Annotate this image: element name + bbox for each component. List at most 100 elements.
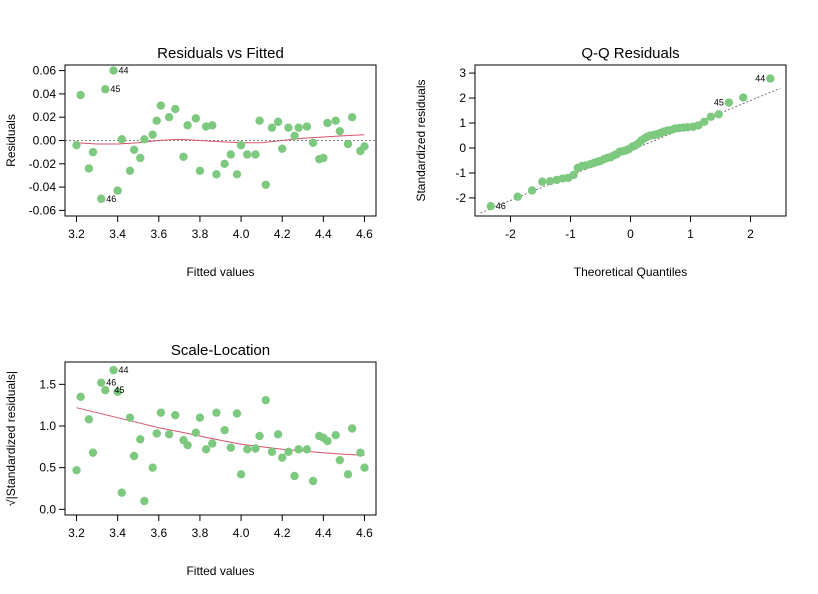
sl-point <box>153 429 161 437</box>
rvf-xtick-label: 3.4 <box>109 227 126 241</box>
sl-point <box>336 456 344 464</box>
sl-xlabel: Fitted values <box>186 564 254 578</box>
sl-point <box>274 430 282 438</box>
sl-point <box>309 477 317 485</box>
sl-point <box>130 452 138 460</box>
sl-point <box>85 415 93 423</box>
sl-point <box>171 411 179 419</box>
rvf-ytick-label: -0.02 <box>29 157 57 171</box>
qq-ylabel: Standardized residuals <box>414 79 428 201</box>
sl-point <box>72 466 80 474</box>
sl-point <box>294 445 302 453</box>
qq-xtick-label: 0 <box>627 227 634 241</box>
rvf-point <box>165 113 173 121</box>
sl-point <box>202 445 210 453</box>
sl-point <box>192 428 200 436</box>
rvf-point <box>344 140 352 148</box>
sl-point <box>126 413 134 421</box>
rvf-point <box>294 123 302 131</box>
rvf-point <box>72 141 80 149</box>
qq-frame <box>475 65 786 216</box>
sl-ytick-label: 1.5 <box>39 377 56 391</box>
rvf-point <box>303 122 311 130</box>
sl-point <box>255 432 263 440</box>
rvf-ytick-label: -0.04 <box>29 180 57 194</box>
qq-xtick-label: 2 <box>747 227 754 241</box>
sl-point <box>89 448 97 456</box>
sl-xtick-label: 3.6 <box>150 526 167 540</box>
rvf-ylabel: Residuals <box>4 114 18 167</box>
sl-point <box>76 393 84 401</box>
sl-point <box>165 430 173 438</box>
rvf-point <box>148 130 156 138</box>
rvf-xlabel: Fitted values <box>186 265 254 279</box>
rvf-point <box>101 85 109 93</box>
sl-point <box>233 409 241 417</box>
sl-point <box>212 408 220 416</box>
rvf-point <box>331 116 339 124</box>
rvf-point <box>233 170 241 178</box>
rvf-ytick-label: 0.02 <box>33 110 57 124</box>
sl-point-label: 44 <box>119 365 129 375</box>
rvf-xtick-label: 4.0 <box>233 227 250 241</box>
sl-xtick-label: 3.2 <box>68 526 85 540</box>
rvf-point <box>157 101 165 109</box>
qq-point <box>487 202 495 210</box>
rvf-point <box>268 123 276 131</box>
sl-point <box>97 378 105 386</box>
rvf-point <box>278 144 286 152</box>
sl-point <box>157 408 165 416</box>
rvf-point <box>130 146 138 154</box>
rvf-point <box>348 113 356 121</box>
qq-point <box>707 113 715 121</box>
rvf-point <box>274 118 282 126</box>
rvf-point <box>284 123 292 131</box>
rvf-title: Residuals vs Fitted <box>157 45 284 62</box>
rvf-point <box>290 132 298 140</box>
sl-point <box>278 453 286 461</box>
qq-ytick-label: 0 <box>459 141 466 155</box>
qq-point-label: 45 <box>714 98 724 108</box>
qq-point <box>569 171 577 179</box>
sl-ylabel: √|Standardized residuals| <box>4 371 18 506</box>
rvf-xtick-label: 3.2 <box>68 227 85 241</box>
rvf-point <box>336 127 344 135</box>
sl-title: Scale-Location <box>171 342 270 359</box>
qq-xtick-label: 1 <box>687 227 694 241</box>
qq-point <box>538 177 546 185</box>
sl-point <box>140 497 148 505</box>
rvf-ytick-label: 0.04 <box>33 87 57 101</box>
rvf-point <box>89 148 97 156</box>
rvf-point <box>262 181 270 189</box>
qq-ytick-label: 3 <box>459 66 466 80</box>
rvf-point <box>360 142 368 150</box>
sl-point <box>251 444 259 452</box>
rvf-point <box>227 150 235 158</box>
qq-point <box>514 192 522 200</box>
qq-point <box>766 74 774 82</box>
rvf-point <box>323 119 331 127</box>
rvf-point <box>126 167 134 175</box>
qq-ytick-label: -1 <box>455 166 466 180</box>
sl-point <box>136 435 144 443</box>
sl-xtick-label: 4.0 <box>233 526 250 540</box>
qq-point <box>739 93 747 101</box>
sl-xtick-label: 3.8 <box>192 526 209 540</box>
sl-point <box>268 448 276 456</box>
rvf-point <box>237 141 245 149</box>
sl-point <box>348 424 356 432</box>
rvf-xtick-label: 4.4 <box>315 227 332 241</box>
sl-point <box>290 472 298 480</box>
rvf-point <box>319 154 327 162</box>
rvf-point <box>179 153 187 161</box>
sl-point <box>356 448 364 456</box>
qq-point-label: 46 <box>496 201 506 211</box>
sl-point <box>243 445 251 453</box>
qq-point <box>714 110 722 118</box>
rvf-ytick-label: -0.06 <box>29 203 57 217</box>
sl-point <box>220 426 228 434</box>
qq-ytick-label: 1 <box>459 116 466 130</box>
qq-ytick-label: 2 <box>459 91 466 105</box>
sl-point <box>118 488 126 496</box>
